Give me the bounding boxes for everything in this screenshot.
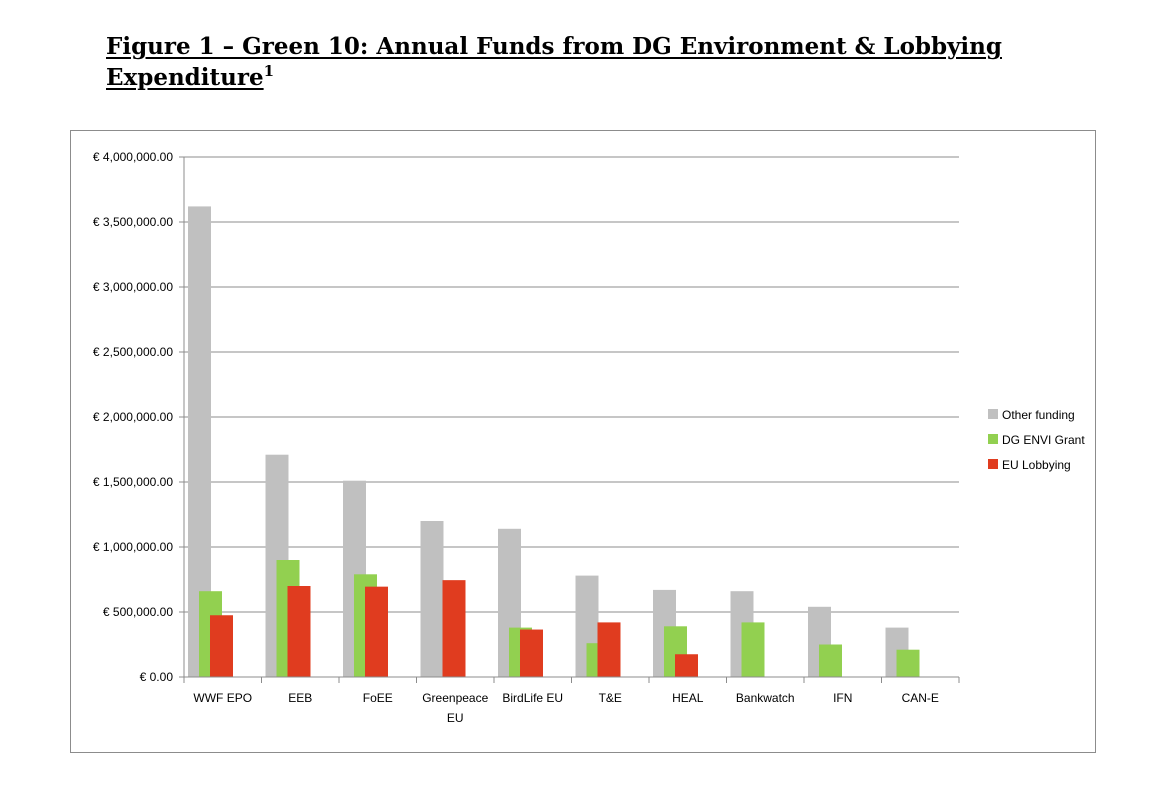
bar-eu-lobbying-heal (675, 654, 698, 677)
bar-eu-lobbying-greenpeace-eu (442, 580, 466, 677)
bar-dg-envi-grant-can-e (896, 649, 920, 677)
x-tick-label: IFN (833, 691, 852, 705)
bar-eu-lobbying-foee (365, 586, 388, 677)
y-tick-label: € 1,500,000.00 (93, 475, 173, 489)
x-tick-label: CAN-E (902, 691, 939, 705)
legend-swatch-0 (988, 409, 998, 419)
y-tick-label: € 3,000,000.00 (93, 280, 173, 294)
bar-eu-lobbying-wwf-epo (210, 615, 233, 677)
bar-eu-lobbying-birdlife-eu (520, 629, 543, 677)
y-tick-label: € 4,000,000.00 (93, 150, 173, 164)
legend-swatch-2 (988, 459, 998, 469)
bar-eu-lobbying-t-e (597, 622, 621, 677)
legend-label: DG ENVI Grant (1002, 433, 1085, 447)
y-tick-label: € 500,000.00 (103, 605, 173, 619)
y-tick-label: € 2,500,000.00 (93, 345, 173, 359)
footnote-marker: 1 (263, 62, 275, 80)
x-tick-label: Greenpeace EU (422, 691, 488, 725)
bar-other-funding-wwf-epo (188, 206, 211, 677)
y-tick-label: € 3,500,000.00 (93, 215, 173, 229)
x-tick-label: EEB (288, 691, 312, 705)
x-tick-label: HEAL (672, 691, 704, 705)
y-tick-label: € 2,000,000.00 (93, 410, 173, 424)
figure-title-line-1: Figure 1 – Green 10: Annual Funds from D… (106, 33, 1002, 60)
x-tick-label: BirdLife EU (502, 691, 563, 705)
x-tick-label: T&E (599, 691, 622, 705)
legend-label: EU Lobbying (1002, 458, 1071, 472)
x-tick-label: WWF EPO (193, 691, 252, 705)
y-tick-label: € 1,000,000.00 (93, 540, 173, 554)
bar-dg-envi-grant-bankwatch (741, 622, 765, 677)
legend-swatch-1 (988, 434, 998, 444)
bar-eu-lobbying-eeb (287, 586, 311, 677)
y-tick-label: € 0.00 (140, 670, 174, 684)
legend-label: Other funding (1002, 408, 1075, 422)
bar-dg-envi-grant-ifn (819, 644, 842, 677)
x-tick-label: FoEE (363, 691, 393, 705)
chart-frame (70, 130, 1096, 753)
bar-other-funding-greenpeace-eu (420, 521, 444, 677)
figure-title: Figure 1 – Green 10: Annual Funds from D… (106, 31, 1066, 93)
figure-title-line-2: Expenditure (106, 64, 264, 91)
x-tick-label: Bankwatch (736, 691, 795, 705)
